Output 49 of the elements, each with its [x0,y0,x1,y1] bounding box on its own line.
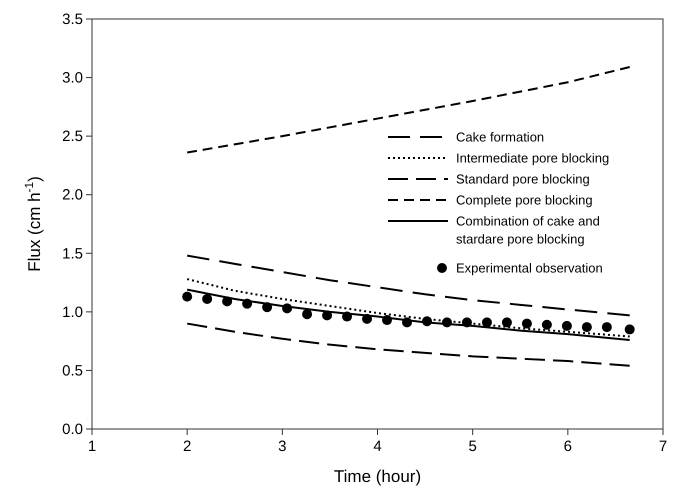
legend-label: Standard pore blocking [456,172,590,186]
y-tick-label: 2.0 [62,186,83,204]
legend-label: Complete pore blocking [456,192,593,208]
point [302,309,312,320]
x-tick-label: 1 [88,438,96,455]
legend-label: Experimental observation [456,260,603,276]
line-series [186,322,631,367]
point [624,324,635,334]
x-tick-label: 4 [373,438,382,455]
line-series [186,66,631,154]
point [242,298,252,309]
point [222,296,232,306]
point [482,317,492,328]
point [442,317,452,328]
y-tick-label: 3.5 [62,11,83,28]
y-tick-label: 3.0 [62,70,83,87]
point [282,303,292,314]
point [422,316,432,326]
y-tick-label: 0.5 [62,362,83,380]
legend-label: Intermediate pore blocking [456,150,610,166]
point [382,315,392,326]
point [542,320,552,330]
point [502,317,512,328]
point [522,318,532,329]
point [582,322,592,332]
point [362,314,372,324]
y-tick-label: 1.5 [62,245,83,262]
x-tick-label: 2 [182,438,192,455]
legend-label: Combination of cake and stardare pore blocking [456,214,600,246]
x-tick-label: 5 [468,438,477,455]
point [322,310,332,320]
line-series [186,254,631,316]
point [202,294,212,304]
legend-label: Cake formation [456,130,544,144]
point [262,302,272,312]
point [182,292,192,302]
point [402,317,412,328]
point [462,317,472,328]
y-tick-label: 2.5 [62,128,83,146]
point [562,320,572,331]
y-tick-label: 0.0 [62,421,83,438]
y-tick-label: 1.0 [62,304,83,321]
line-series [186,278,631,338]
x-tick-label: 3 [278,438,287,455]
point [602,322,612,332]
x-tick-label: 6 [564,438,572,455]
point [342,312,352,322]
x-axis-title: Time (hour) [334,467,422,486]
x-tick-label: 7 [658,438,668,455]
